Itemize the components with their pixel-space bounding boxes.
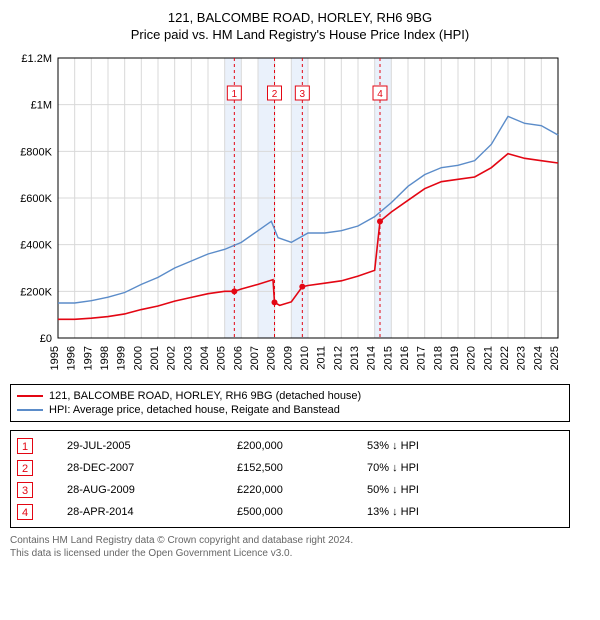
legend-label-hpi: HPI: Average price, detached house, Reig… — [49, 404, 340, 416]
sale-price: £152,500 — [237, 462, 367, 474]
svg-text:2009: 2009 — [282, 346, 294, 370]
svg-text:2025: 2025 — [549, 346, 561, 370]
legend-swatch-hpi — [17, 409, 43, 411]
chart-container: 121, BALCOMBE ROAD, HORLEY, RH6 9BG Pric… — [0, 0, 600, 570]
svg-text:£400K: £400K — [20, 240, 52, 252]
svg-text:2023: 2023 — [516, 346, 528, 370]
sale-diff: 50% ↓ HPI — [367, 484, 487, 496]
svg-text:1999: 1999 — [116, 346, 128, 370]
legend-swatch-price — [17, 395, 43, 397]
svg-text:2017: 2017 — [416, 346, 428, 370]
sale-diff: 53% ↓ HPI — [367, 440, 487, 452]
svg-text:2014: 2014 — [366, 346, 378, 370]
chart-subtitle: Price paid vs. HM Land Registry's House … — [10, 27, 590, 42]
sales-row: 1 29-JUL-2005£200,00053% ↓ HPI — [11, 435, 569, 457]
sales-table: 1 29-JUL-2005£200,00053% ↓ HPI 2 28-DEC-200… — [10, 430, 570, 528]
svg-text:2022: 2022 — [499, 346, 511, 370]
sale-flag: 1 — [17, 438, 33, 454]
svg-text:2013: 2013 — [349, 346, 361, 370]
footer: Contains HM Land Registry data © Crown c… — [10, 534, 590, 560]
sale-date: 28-AUG-2009 — [67, 484, 237, 496]
sale-diff: 13% ↓ HPI — [367, 506, 487, 518]
svg-text:£1M: £1M — [31, 100, 52, 112]
svg-text:2011: 2011 — [316, 346, 328, 370]
svg-text:1998: 1998 — [99, 346, 111, 370]
sale-flag: 3 — [17, 482, 33, 498]
footer-line1: Contains HM Land Registry data © Crown c… — [10, 535, 353, 546]
sales-row: 2 28-DEC-2007£152,50070% ↓ HPI — [11, 457, 569, 479]
svg-text:2018: 2018 — [432, 346, 444, 370]
sale-flag: 4 — [17, 504, 33, 520]
svg-text:2000: 2000 — [132, 346, 144, 370]
sale-flag: 2 — [17, 460, 33, 476]
svg-text:1996: 1996 — [66, 346, 78, 370]
svg-text:£200K: £200K — [20, 286, 52, 298]
footer-line2: This data is licensed under the Open Gov… — [10, 548, 292, 559]
svg-text:2020: 2020 — [466, 346, 478, 370]
svg-text:2007: 2007 — [249, 346, 261, 370]
svg-text:£1.2M: £1.2M — [21, 53, 52, 65]
svg-text:£0: £0 — [40, 333, 52, 345]
svg-text:2024: 2024 — [532, 346, 544, 370]
legend-row-price: 121, BALCOMBE ROAD, HORLEY, RH6 9BG (det… — [17, 389, 563, 403]
title-block: 121, BALCOMBE ROAD, HORLEY, RH6 9BG Pric… — [10, 10, 590, 42]
sale-date: 28-DEC-2007 — [67, 462, 237, 474]
svg-text:2004: 2004 — [199, 346, 211, 370]
legend-row-hpi: HPI: Average price, detached house, Reig… — [17, 403, 563, 417]
chart-title: 121, BALCOMBE ROAD, HORLEY, RH6 9BG — [10, 10, 590, 25]
svg-text:2016: 2016 — [399, 346, 411, 370]
svg-text:2002: 2002 — [166, 346, 178, 370]
svg-text:£800K: £800K — [20, 146, 52, 158]
svg-text:1997: 1997 — [82, 346, 94, 370]
svg-text:2010: 2010 — [299, 346, 311, 370]
svg-text:2006: 2006 — [232, 346, 244, 370]
svg-text:3: 3 — [300, 89, 306, 100]
sales-row: 3 28-AUG-2009£220,00050% ↓ HPI — [11, 479, 569, 501]
svg-text:2012: 2012 — [332, 346, 344, 370]
svg-text:1995: 1995 — [49, 346, 61, 370]
legend-label-price: 121, BALCOMBE ROAD, HORLEY, RH6 9BG (det… — [49, 390, 361, 402]
svg-text:2008: 2008 — [266, 346, 278, 370]
svg-text:2001: 2001 — [149, 346, 161, 370]
sale-price: £200,000 — [237, 440, 367, 452]
price-chart: £0 £200K £400K £600K £800K £1M £1.2M 1995 1996 19… — [10, 48, 570, 378]
svg-text:2: 2 — [272, 89, 278, 100]
svg-text:1: 1 — [232, 89, 238, 100]
sale-date: 29-JUL-2005 — [67, 440, 237, 452]
svg-text:£600K: £600K — [20, 193, 52, 205]
svg-text:2003: 2003 — [182, 346, 194, 370]
svg-text:4: 4 — [377, 89, 383, 100]
legend: 121, BALCOMBE ROAD, HORLEY, RH6 9BG (det… — [10, 384, 570, 422]
sale-date: 28-APR-2014 — [67, 506, 237, 518]
svg-text:2019: 2019 — [449, 346, 461, 370]
sales-row: 4 28-APR-2014£500,00013% ↓ HPI — [11, 501, 569, 523]
sale-price: £500,000 — [237, 506, 367, 518]
sale-price: £220,000 — [237, 484, 367, 496]
sale-diff: 70% ↓ HPI — [367, 462, 487, 474]
svg-text:2021: 2021 — [482, 346, 494, 370]
svg-text:2015: 2015 — [382, 346, 394, 370]
svg-text:2005: 2005 — [216, 346, 228, 370]
